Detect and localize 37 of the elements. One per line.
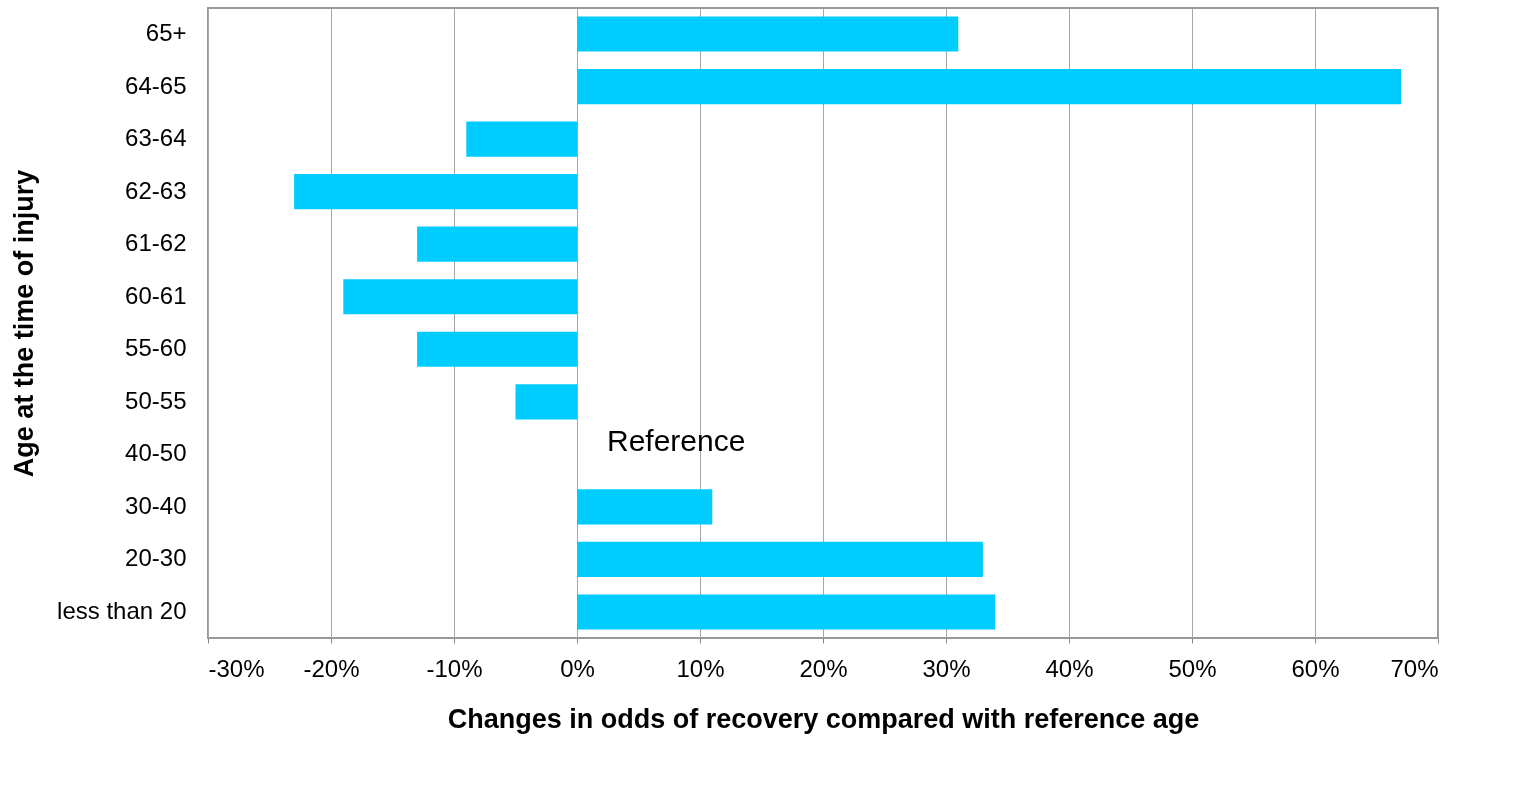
annotation: Reference: [607, 424, 746, 458]
y-tick-label: 61-62: [125, 229, 187, 257]
x-axis-title: Changes in odds of recovery compared with reference age: [447, 703, 1200, 734]
x-tick-label: 30%: [922, 654, 971, 682]
x-tick-label: 70%: [1390, 654, 1439, 682]
y-tick-label: 65+: [145, 19, 187, 47]
bar: [577, 541, 983, 578]
y-tick-label: 62-63: [125, 176, 187, 204]
bar: [294, 174, 577, 210]
y-tick-label: 60-61: [125, 281, 187, 309]
bar: [343, 279, 577, 315]
bar: [577, 16, 959, 52]
x-tick-label: -30%: [208, 654, 265, 682]
x-tick-label: 60%: [1291, 654, 1340, 682]
bar: [417, 331, 577, 367]
y-tick-label: 64-65: [125, 71, 187, 99]
bar: [577, 489, 713, 525]
bar: [577, 594, 996, 630]
y-tick-label: 63-64: [125, 124, 187, 152]
bar: [577, 68, 1402, 105]
bar: [515, 384, 577, 420]
x-tick-label: 0%: [560, 654, 595, 682]
y-tick-label: less than 20: [57, 596, 187, 624]
x-tick-label: 10%: [676, 654, 725, 682]
x-tick-label: -20%: [303, 654, 360, 682]
y-tick-label: 40-50: [125, 439, 187, 467]
x-tick-label: 50%: [1168, 654, 1217, 682]
x-tick-label: -10%: [426, 654, 483, 682]
x-tick-label: 20%: [799, 654, 848, 682]
y-tick-label: 50-55: [125, 386, 187, 414]
bar: [417, 226, 577, 262]
y-tick-label: 20-30: [125, 544, 187, 572]
y-tick-label: 30-40: [125, 491, 187, 519]
bar: [466, 121, 577, 157]
y-tick-label: 55-60: [125, 334, 187, 362]
x-tick-label: 40%: [1045, 654, 1094, 682]
y-axis-title: Age at the time of injury: [9, 169, 40, 478]
